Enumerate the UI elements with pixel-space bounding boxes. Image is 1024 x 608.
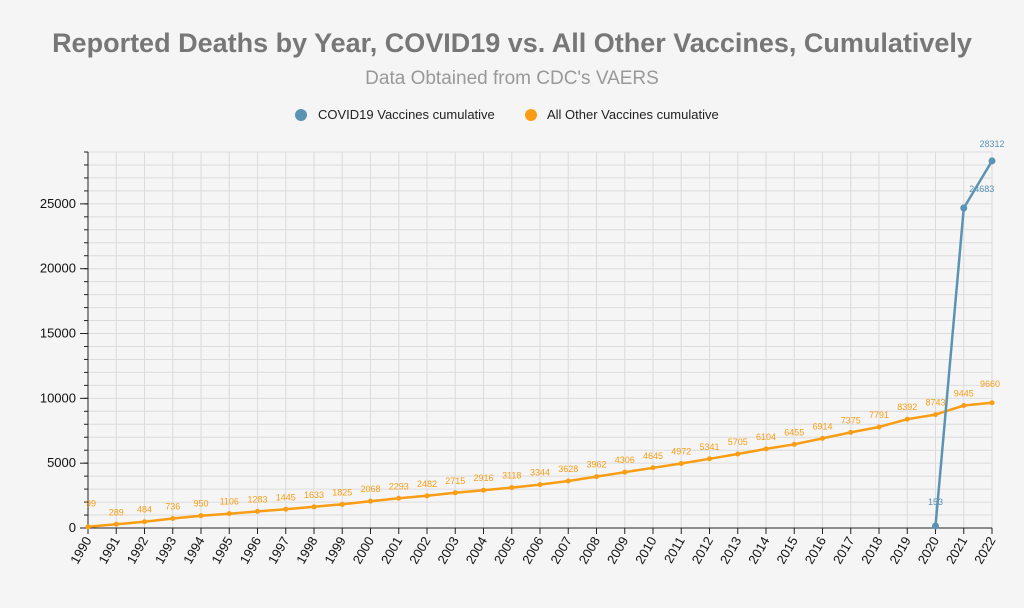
data-point	[311, 504, 317, 510]
data-point	[735, 451, 741, 457]
data-label: 3962	[586, 460, 606, 470]
data-label: 3344	[530, 468, 550, 478]
data-point	[339, 501, 345, 507]
y-tick-label: 10000	[40, 390, 76, 405]
data-point	[933, 412, 938, 418]
data-label: 8743	[925, 398, 945, 408]
data-label: 153	[928, 497, 943, 507]
data-point	[537, 482, 543, 488]
y-tick-label: 0	[69, 520, 76, 535]
data-label: 6455	[784, 427, 804, 437]
legend-label-1: All Other Vaccines cumulative	[547, 107, 719, 122]
legend: COVID19 Vaccines cumulative All Other Vac…	[295, 107, 719, 122]
data-label: 3118	[502, 471, 521, 481]
data-label: 1106	[220, 497, 239, 507]
data-point	[763, 446, 769, 452]
data-point	[368, 498, 373, 504]
data-point	[904, 416, 910, 422]
data-point	[283, 506, 289, 512]
data-point	[142, 519, 147, 525]
data-point	[650, 465, 656, 471]
data-point	[989, 400, 995, 406]
data-point	[820, 435, 825, 441]
legend-label-0: COVID19 Vaccines cumulative	[318, 107, 495, 122]
data-point	[791, 441, 797, 447]
data-point	[594, 474, 599, 480]
data-label: 1825	[332, 487, 352, 497]
data-label: 484	[137, 505, 152, 515]
data-label: 9445	[954, 389, 974, 399]
y-tick-label: 15000	[40, 326, 76, 341]
y-tick-label: 25000	[40, 196, 76, 211]
y-tick-label: 20000	[40, 261, 76, 276]
data-label: 99	[86, 499, 96, 509]
data-point	[226, 511, 232, 517]
data-label: 2715	[445, 476, 465, 486]
data-point	[424, 493, 430, 499]
data-point	[622, 469, 628, 475]
data-label: 5341	[699, 442, 719, 452]
data-label: 289	[109, 507, 124, 517]
data-point	[255, 508, 260, 514]
data-point	[509, 485, 515, 491]
data-point	[198, 513, 204, 519]
data-point	[565, 478, 571, 484]
data-label: 1445	[276, 492, 296, 502]
data-label: 7375	[841, 415, 861, 425]
chart-title: Reported Deaths by Year, COVID19 vs. All…	[52, 28, 972, 58]
y-tick-label: 5000	[47, 455, 76, 470]
data-point	[932, 522, 939, 530]
data-point	[452, 490, 458, 496]
data-label: 2068	[360, 484, 380, 494]
data-label: 4972	[671, 447, 691, 457]
data-label: 6914	[812, 421, 832, 431]
data-label: 7791	[869, 410, 889, 420]
series-group: 99 289 484 736 950 1106 1283 1445 1633 1825 2068 22…	[85, 139, 1005, 530]
data-label: 736	[165, 501, 180, 511]
legend-marker-1	[525, 109, 537, 121]
data-label: 28312	[979, 139, 1004, 149]
data-point	[960, 204, 968, 212]
data-point	[707, 456, 712, 462]
data-label: 8392	[897, 402, 917, 412]
legend-marker-0	[295, 109, 307, 121]
data-label: 4645	[643, 451, 663, 461]
data-label: 2916	[473, 473, 493, 483]
data-label: 3628	[558, 464, 578, 474]
data-label: 950	[193, 499, 208, 509]
data-point	[481, 487, 486, 493]
data-point	[170, 515, 176, 521]
chart-subtitle: Data Obtained from CDC's VAERS	[365, 68, 659, 89]
data-point	[961, 403, 967, 409]
data-label: 5705	[728, 437, 748, 447]
data-label: 4306	[615, 455, 635, 465]
data-point	[848, 429, 854, 435]
data-label: 2293	[389, 481, 409, 491]
data-label: 1633	[304, 490, 324, 500]
data-point	[876, 424, 882, 430]
data-point	[113, 521, 119, 527]
data-point	[85, 524, 91, 530]
data-label: 9660	[980, 379, 1000, 389]
data-label: 1283	[247, 494, 267, 504]
data-point	[678, 461, 684, 467]
data-point	[988, 157, 996, 165]
data-label: 24683	[969, 184, 994, 194]
data-label: 6104	[756, 432, 776, 442]
data-point	[396, 495, 402, 501]
data-label: 2482	[417, 479, 437, 489]
